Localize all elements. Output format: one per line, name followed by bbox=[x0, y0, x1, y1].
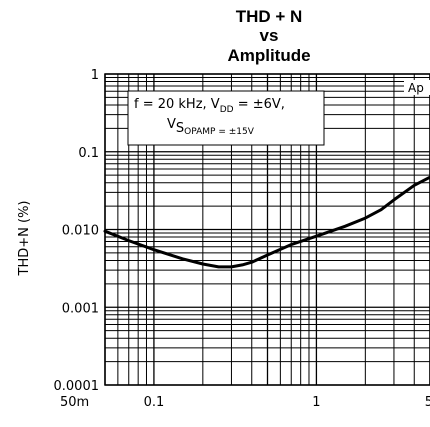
y-tick-label-1: 0.1 bbox=[78, 146, 99, 161]
annotation-line1-sub: DD bbox=[220, 105, 234, 115]
x-tick-label-1: 0.1 bbox=[144, 395, 165, 410]
y-tick-label-2: 0.010 bbox=[62, 224, 99, 239]
y-tick-label-3: 0.001 bbox=[62, 301, 99, 316]
plot-border bbox=[104, 73, 430, 386]
annotation-box: f = 20 kHz, VDD = ±6V, VSOPAMP = ±15V bbox=[127, 90, 325, 146]
x-tick-label-2: 1 bbox=[312, 395, 320, 410]
annotation-line2-sub2: OPAMP = ±15V bbox=[184, 127, 255, 137]
chart-title-line1: THD + N bbox=[236, 7, 303, 26]
y-tick-label-4: 0.0001 bbox=[54, 379, 100, 394]
x-tick-label-3: 5 bbox=[425, 395, 430, 410]
chart-title-line2: vs bbox=[260, 26, 279, 45]
y-tick-label-0: 1 bbox=[91, 68, 99, 83]
annotation-line1-pre: f = 20 kHz, V bbox=[134, 97, 220, 112]
corner-label-background bbox=[404, 80, 430, 95]
annotation-line1-post: = ±6V, bbox=[234, 97, 285, 112]
annotation-line1: f = 20 kHz, VDD = ±6V, bbox=[134, 97, 285, 115]
annotation-line2: VSOPAMP = ±15V bbox=[167, 117, 255, 137]
corner-label: Ap bbox=[408, 81, 424, 95]
x-tick-label-0: 50m bbox=[60, 395, 89, 410]
y-axis-label: THD+N (%) bbox=[17, 201, 32, 277]
annotation-line2-sub: S bbox=[176, 121, 184, 136]
series-line bbox=[103, 175, 430, 269]
annotation-background bbox=[127, 90, 325, 146]
annotation-line2-pre: V bbox=[167, 117, 176, 132]
chart-title-line3: Amplitude bbox=[227, 46, 310, 65]
